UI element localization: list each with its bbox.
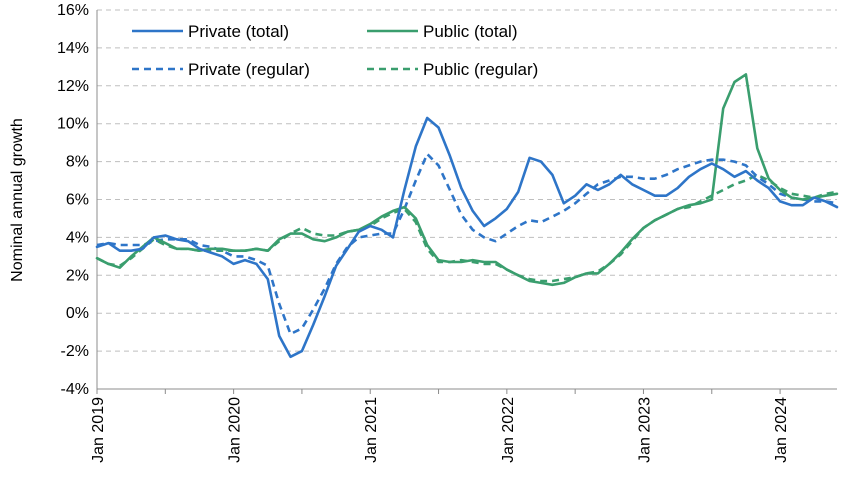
series-line-public-regular xyxy=(96,173,838,283)
y-tick-label: 2% xyxy=(66,267,89,284)
x-tick-label: Jan 2024 xyxy=(773,397,790,463)
y-tick-label: 12% xyxy=(57,78,89,95)
y-tick-label: 14% xyxy=(57,40,89,57)
y-tick-label: -4% xyxy=(61,381,89,398)
y-tick-label: 6% xyxy=(66,192,89,209)
x-tick-label: Jan 2021 xyxy=(363,397,380,463)
y-tick-label: 0% xyxy=(66,305,89,322)
legend-item-private-regular: Private (regular) xyxy=(132,60,310,79)
x-tick-label: Jan 2020 xyxy=(227,397,244,463)
y-tick-label: 16% xyxy=(57,2,89,19)
legend: Private (total) Public (total) Private (… xyxy=(132,22,538,79)
x-axis xyxy=(96,10,837,394)
series-line-private-regular xyxy=(96,152,838,336)
legend-label-private-regular: Private (regular) xyxy=(188,60,310,79)
y-tick-label: 4% xyxy=(66,229,89,246)
y-tick-label: 8% xyxy=(66,154,89,171)
y-axis-label: Nominal annual growth xyxy=(9,118,26,282)
legend-label-public-total: Public (total) xyxy=(423,22,517,41)
gridlines xyxy=(97,9,837,352)
y-axis-tick-labels: -4% -2% 0% 2% 4% 6% 8% 10% 12% 14% 16% xyxy=(57,2,89,398)
legend-label-private-total: Private (total) xyxy=(188,22,289,41)
x-tick-label: Jan 2019 xyxy=(90,397,107,463)
y-tick-label: 10% xyxy=(57,116,89,133)
x-axis-tick-labels: Jan 2019 Jan 2020 Jan 2021 Jan 2022 Jan 2023… xyxy=(90,397,790,463)
series-lines xyxy=(95,73,839,359)
series-line-private-total xyxy=(95,116,839,359)
legend-label-public-regular: Public (regular) xyxy=(423,60,538,79)
x-tick-label: Jan 2023 xyxy=(636,397,653,463)
x-tick-label: Jan 2022 xyxy=(500,397,517,463)
series-line-public-total xyxy=(95,73,839,287)
legend-item-public-regular: Public (regular) xyxy=(367,60,538,79)
legend-item-public-total: Public (total) xyxy=(367,22,517,41)
legend-item-private-total: Private (total) xyxy=(132,22,289,41)
y-tick-label: -2% xyxy=(61,343,89,360)
